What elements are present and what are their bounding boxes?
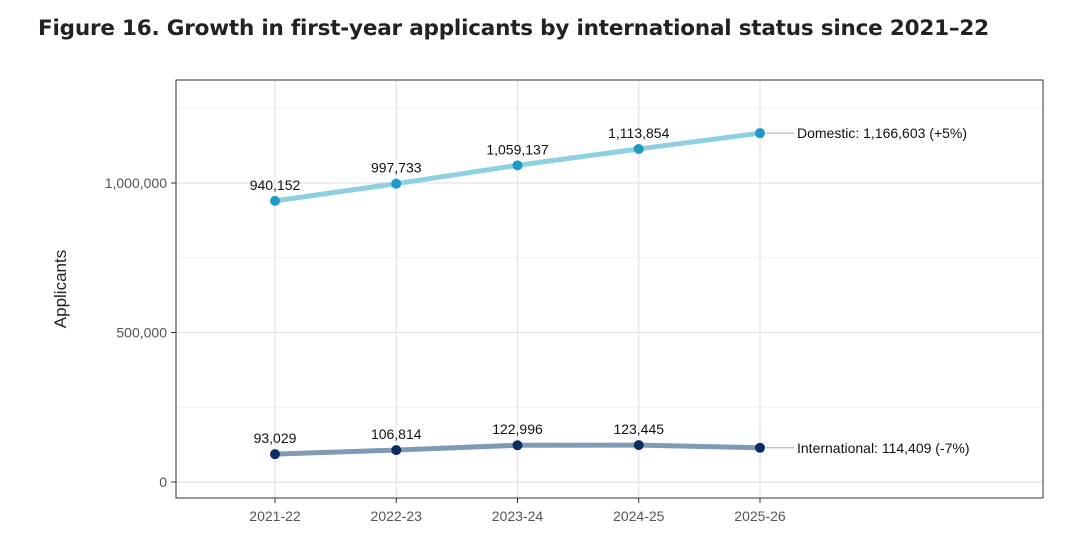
- international-data-label: 123,445: [613, 421, 664, 437]
- plot-panel-border: [175, 79, 1044, 499]
- international-data-label: 122,996: [492, 421, 543, 437]
- y-tick-label: 0: [159, 474, 167, 490]
- y-axis: 0 500,000 1,000,000: [105, 175, 176, 490]
- y-tick-label: 500,000: [116, 325, 167, 341]
- international-point: [391, 445, 402, 456]
- domestic-point: [755, 128, 765, 139]
- major-gridlines: [176, 80, 1043, 498]
- domestic-end-label: Domestic: 1,166,603 (+5%): [797, 125, 967, 141]
- domestic-data-label: 1,059,137: [486, 141, 548, 157]
- domestic-point: [270, 195, 280, 206]
- international-point: [512, 440, 523, 451]
- series-domestic: 940,152 997,733 1,059,137 1,113,854 Domestic…: [250, 125, 967, 206]
- series-international: 93,029 106,814 122,996 123,445 International…: [254, 421, 970, 460]
- x-tick-label: 2025-26: [734, 508, 786, 524]
- domestic-data-label: 997,733: [371, 160, 422, 176]
- x-tick-label: 2023-24: [492, 508, 544, 524]
- minor-gridlines: [176, 107, 1043, 408]
- y-axis-title: Applicants: [51, 250, 70, 328]
- x-tick-label: 2024-25: [613, 508, 665, 524]
- international-point: [633, 440, 644, 451]
- domestic-point: [633, 143, 644, 154]
- domestic-data-label: 1,113,854: [608, 125, 669, 141]
- y-tick-label: 1,000,000: [105, 175, 167, 191]
- domestic-point: [391, 178, 402, 189]
- international-data-label: 106,814: [371, 426, 422, 442]
- domestic-point: [512, 160, 523, 171]
- figure-title: Figure 16. Growth in first-year applican…: [38, 16, 989, 41]
- domestic-data-label: 940,152: [250, 177, 301, 193]
- international-data-label: 93,029: [254, 430, 297, 446]
- x-tick-label: 2021-22: [249, 508, 301, 524]
- x-tick-label: 2022-23: [371, 508, 423, 524]
- international-end-label: International: 114,409 (-7%): [797, 440, 970, 456]
- x-axis: 2021-22 2022-23 2023-24 2024-25 2025-26: [249, 498, 786, 524]
- international-point: [755, 442, 765, 453]
- international-point: [270, 449, 280, 460]
- series-layer: 940,152 997,733 1,059,137 1,113,854 Domestic…: [250, 125, 970, 460]
